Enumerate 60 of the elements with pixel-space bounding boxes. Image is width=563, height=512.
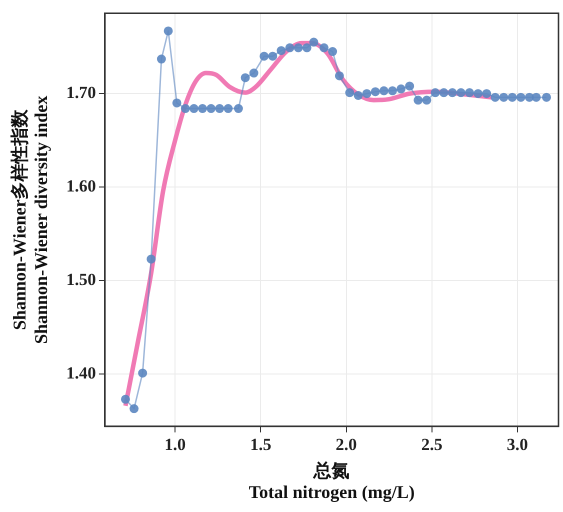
y-tick-label: 1.50 — [66, 270, 96, 289]
point — [294, 43, 303, 52]
point — [156, 54, 166, 64]
point — [334, 71, 344, 80]
point — [320, 43, 329, 52]
point — [354, 90, 363, 100]
point — [532, 92, 541, 102]
x-tick-label: 1.0 — [164, 434, 186, 454]
point — [439, 88, 448, 98]
point — [414, 96, 423, 105]
point — [240, 73, 250, 82]
point — [508, 92, 517, 102]
y-tick-label: 1.60 — [66, 176, 96, 196]
y-tick-label: 1.70 — [66, 82, 96, 102]
point — [379, 86, 388, 96]
point — [215, 104, 224, 114]
point — [474, 89, 483, 98]
x-axis-title: 总氮 Total nitrogen (mg/L) — [248, 460, 415, 502]
point — [189, 104, 198, 114]
point — [180, 104, 190, 114]
point — [172, 98, 182, 108]
point — [345, 88, 354, 98]
point — [328, 47, 338, 56]
point — [388, 86, 397, 96]
point — [164, 26, 173, 36]
x-tick-label: 3.0 — [506, 434, 528, 454]
point — [198, 104, 208, 114]
point — [465, 88, 474, 98]
point — [120, 394, 130, 404]
point — [309, 38, 318, 47]
point — [268, 52, 278, 61]
point — [249, 68, 258, 78]
x-tick-label: 2.0 — [336, 434, 357, 454]
x-tick-label: 2.5 — [421, 434, 442, 454]
point — [130, 404, 139, 414]
point — [499, 92, 508, 102]
point — [146, 254, 156, 264]
point — [448, 88, 457, 98]
point — [234, 104, 243, 114]
point — [362, 89, 372, 98]
point — [456, 88, 466, 98]
point — [260, 52, 269, 61]
point — [224, 104, 233, 114]
point — [370, 87, 380, 96]
point — [405, 82, 414, 91]
point — [285, 43, 294, 52]
y-tick-label: 1.40 — [66, 363, 96, 382]
point — [422, 96, 432, 105]
point — [396, 84, 406, 94]
point — [516, 92, 526, 102]
point — [302, 43, 312, 52]
point — [276, 46, 286, 56]
point — [206, 104, 216, 114]
y-axis-title: Shannon-Wiener多样性指数 Shannon-Wiener diversity index — [9, 96, 52, 344]
point — [542, 92, 552, 102]
point — [482, 89, 492, 98]
point — [138, 368, 148, 378]
x-tick-label: 1.5 — [250, 434, 272, 454]
point — [490, 92, 500, 102]
point — [430, 88, 440, 98]
